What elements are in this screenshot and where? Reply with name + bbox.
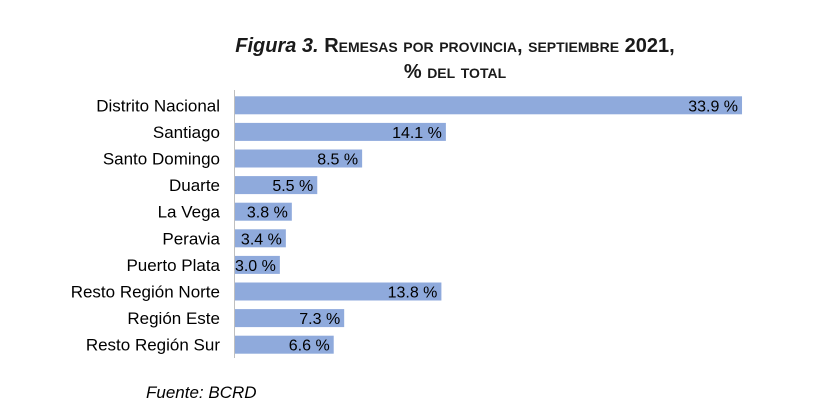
source-note: Fuente: BCRD — [146, 383, 257, 402]
bar — [235, 122, 446, 141]
data-label: 14.1 % — [392, 125, 442, 142]
chart-title: Figura 3. Remesas por provincia, septiem… — [0, 33, 840, 85]
data-label: 3.0 % — [235, 258, 276, 275]
data-label: 3.4 % — [241, 231, 282, 248]
data-label: 8.5 % — [317, 152, 358, 169]
bar — [235, 96, 743, 115]
category-label: Región Este — [127, 309, 220, 328]
category-label: Santiago — [153, 123, 220, 142]
data-label: 13.8 % — [388, 285, 438, 302]
data-label: 6.6 % — [289, 338, 330, 355]
bar — [235, 335, 334, 354]
bar — [235, 202, 292, 221]
bar — [235, 282, 442, 301]
data-label: 3.8 % — [247, 205, 288, 222]
category-label: Puerto Plata — [126, 256, 220, 275]
data-label: 5.5 % — [272, 178, 313, 195]
category-label: Resto Región Sur — [86, 336, 221, 355]
bar — [235, 149, 363, 168]
category-label: Santo Domingo — [103, 150, 220, 169]
category-label: Peravia — [162, 229, 220, 248]
data-label: 7.3 % — [299, 311, 340, 328]
category-label: Distrito Nacional — [96, 96, 220, 115]
chart-title-line-2: % del total — [403, 61, 507, 83]
chart-title-line-1: Figura 3. Remesas por provincia, septiem… — [70, 33, 840, 59]
category-label: Duarte — [169, 176, 220, 195]
bar — [235, 176, 318, 195]
bar — [235, 255, 280, 274]
category-label: La Vega — [158, 203, 221, 222]
title-text: Remesas por provincia, septiembre 2021, — [324, 35, 675, 57]
category-label: Resto Región Norte — [71, 283, 220, 302]
bar — [235, 309, 345, 328]
data-label: 33.9 % — [688, 98, 738, 115]
bar — [235, 229, 286, 248]
bars-group: Distrito Nacional 33.9 % Santiago 14.1 % San… — [71, 96, 743, 355]
figure-label: Figura 3. — [235, 35, 319, 57]
